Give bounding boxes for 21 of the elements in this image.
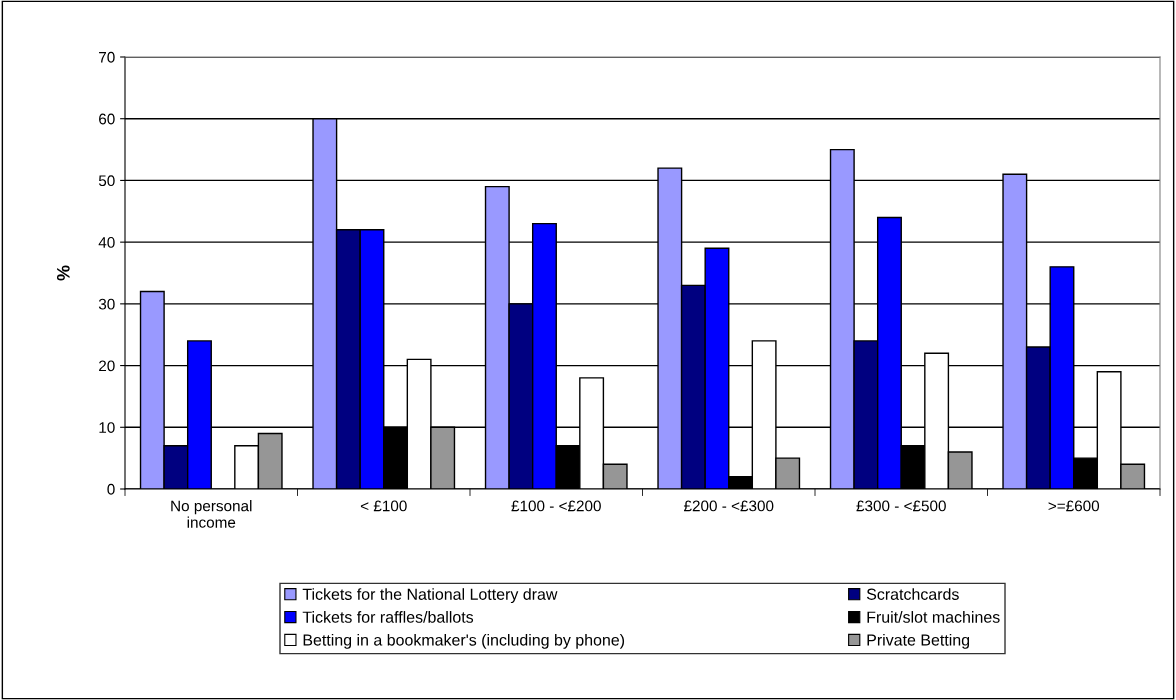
legend-label: Private Betting: [867, 633, 970, 649]
legend-label: Fruit/slot machines: [867, 611, 1000, 623]
x-tick-label: >=£600: [1048, 500, 1100, 512]
x-tick-label: No personal income: [171, 500, 252, 528]
x-tick-label: < £100: [360, 500, 407, 512]
y-axis-title: %: [56, 265, 70, 281]
y-tick-label: 30: [98, 298, 115, 310]
x-tick-label: £300 - <£500: [856, 500, 946, 512]
y-tick-label: 50: [98, 175, 115, 187]
y-tick-label: 20: [99, 360, 115, 372]
legend-label: Scratchcards: [866, 588, 959, 600]
legend-label: Tickets for the National Lottery draw: [302, 588, 558, 604]
legend-label: Tickets for raffles/ballots: [302, 611, 474, 623]
y-tick-label: 60: [99, 113, 115, 125]
y-tick-label: 70: [99, 51, 115, 63]
x-tick-label: £100 - <£200: [511, 500, 601, 512]
y-tick-label: 0: [107, 483, 115, 495]
y-tick-label: 10: [99, 422, 115, 433]
x-tick-label: £200 - <£300: [683, 500, 774, 512]
y-tick-label: 40: [98, 237, 115, 248]
legend-label: Betting in a bookmaker's (including by phone): [303, 633, 625, 649]
